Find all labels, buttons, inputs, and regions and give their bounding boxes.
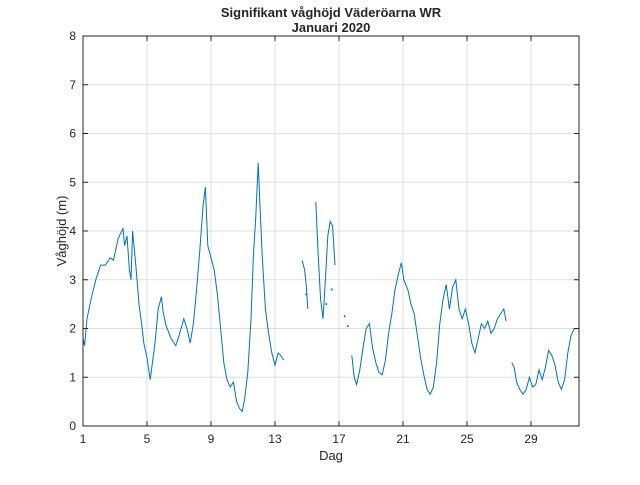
series-line-segment: [511, 328, 578, 396]
y-tick-label: 4: [69, 224, 76, 238]
chart-subtitle: Januari 2020: [292, 20, 371, 35]
x-tick-label: 25: [460, 432, 474, 446]
y-tick-label: 8: [69, 29, 76, 43]
data-point: [343, 315, 346, 318]
series-line-segment: [82, 162, 285, 413]
x-tick-label: 29: [524, 432, 538, 446]
x-tick-label: 17: [332, 432, 346, 446]
x-tick-label: 21: [396, 432, 410, 446]
grid-lines: [83, 36, 579, 426]
y-tick-label: 3: [69, 273, 76, 287]
x-tick-label: 1: [80, 432, 87, 446]
series-layer: [82, 162, 578, 413]
x-axis-label: Dag: [319, 448, 343, 463]
y-tick-label: 2: [69, 322, 76, 336]
data-point: [331, 288, 333, 291]
data-point: [325, 303, 327, 306]
x-tick-label: 9: [208, 432, 215, 446]
y-tick-label: 0: [69, 419, 76, 433]
y-axis-label: Våghöjd (m): [54, 196, 69, 267]
chart-title: Signifikant våghöjd Väderöarna WR: [221, 5, 442, 20]
data-point: [347, 325, 349, 328]
series-line-segment: [351, 262, 507, 396]
y-tick-label: 1: [69, 370, 76, 384]
y-tick-label: 5: [69, 175, 76, 189]
x-tick-label: 13: [268, 432, 282, 446]
y-tick-label: 7: [69, 78, 76, 92]
series-line-segment: [315, 201, 336, 319]
y-tick-label: 6: [69, 127, 76, 141]
data-point: [305, 293, 307, 296]
series-line-segment: [301, 260, 309, 310]
x-tick-label: 5: [144, 432, 151, 446]
